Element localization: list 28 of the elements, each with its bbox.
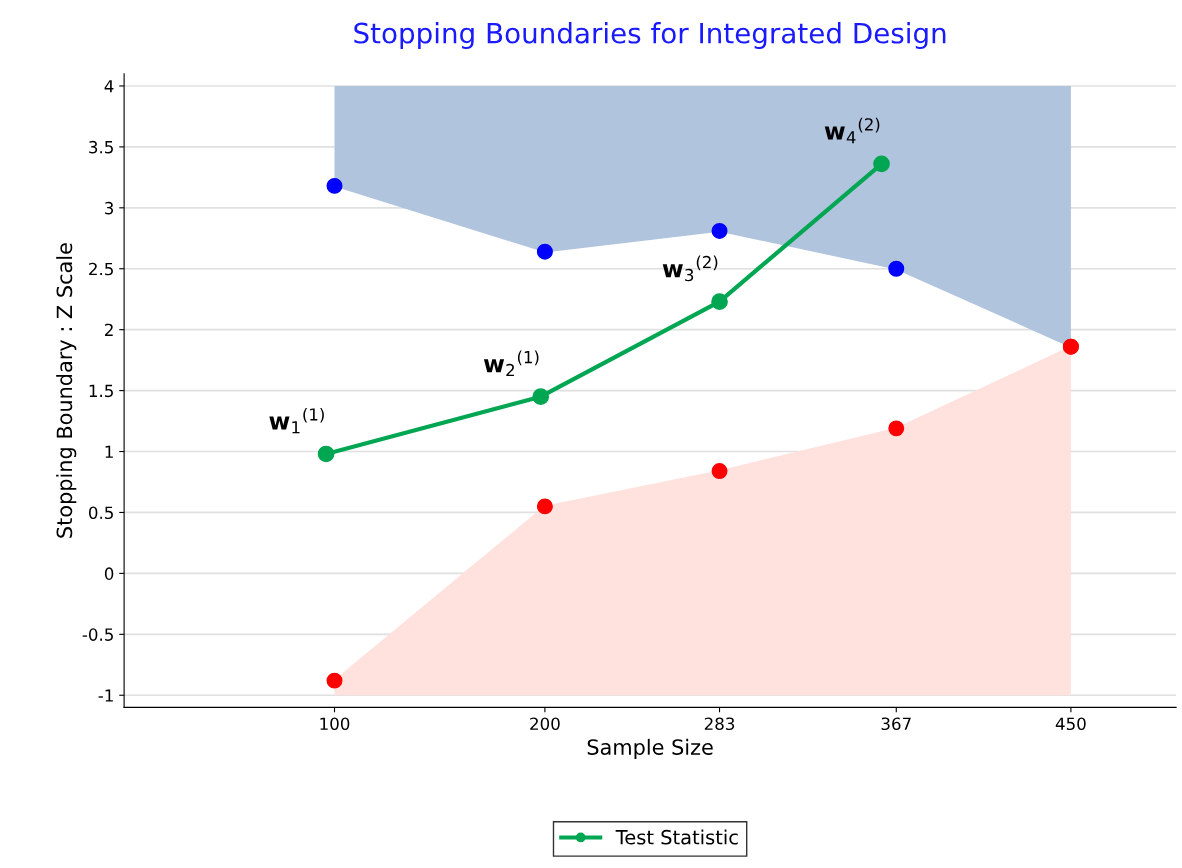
legend-label: Test Statistic [615,829,738,845]
y-tick-label: 2.5 [89,262,113,276]
x-tick-label: 450 [1055,717,1086,731]
point [711,293,728,310]
annotation: w$_{3}$$^{(2)}$ [662,255,718,282]
y-tick-label: 1.5 [89,384,113,398]
y-tick-label: 3 [105,201,114,215]
x-tick-label: 367 [881,717,911,731]
annotation: w$_{4}$$^{(2)}$ [824,117,880,144]
x-tick-label: 200 [530,717,560,731]
point [317,445,335,463]
y-tick-label: 4 [104,80,114,93]
x-tick-label: 283 [704,717,735,731]
point [532,388,550,406]
y-tick-label: 3.5 [89,140,113,154]
annotation: w$_{1}$$^{(1)}$ [269,407,324,434]
y-tick-label: -1 [98,689,113,702]
point [873,155,890,173]
chart-title: Stopping Boundaries for Integrated Design [354,22,946,49]
y-tick-label: 1 [105,445,113,458]
annotation: w$_{2}$$^{(1)}$ [483,350,539,377]
y-tick-label: 0 [104,567,114,580]
y-axis-title: Stopping Boundary : Z Scale [56,243,77,538]
y-tick-label: 2 [105,323,113,337]
y-tick-label: 0.5 [88,506,113,520]
x-tick-label: 100 [320,717,350,731]
x-axis-title: Sample Size [587,738,713,759]
y-tick-label: -0.5 [82,628,113,641]
